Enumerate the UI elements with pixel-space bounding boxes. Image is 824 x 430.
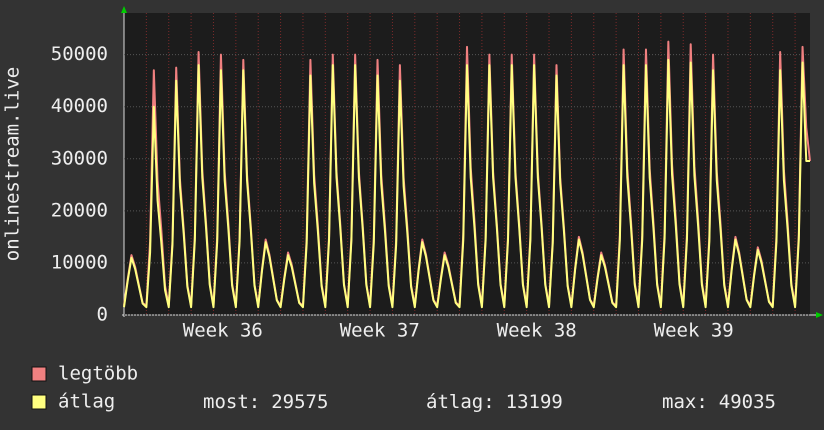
x-tick-label: Week 38 (497, 320, 577, 342)
stat-label: most: (203, 391, 260, 413)
stat: átlag: 13199 (426, 391, 563, 413)
y-tick-label: 50000 (51, 43, 108, 65)
stat-value: 13199 (506, 391, 563, 413)
stat-value: 49035 (719, 391, 776, 413)
stat-label: max: (662, 391, 708, 413)
stat-value: 29575 (271, 391, 328, 413)
y-tick-label: 30000 (51, 147, 108, 169)
legend-swatch (31, 394, 47, 410)
x-tick-label: Week 39 (654, 320, 734, 342)
legend-label: legtöbb (58, 363, 138, 385)
x-tick-label: Week 37 (340, 320, 420, 342)
series-line (123, 58, 810, 309)
y-axis-label: onlinestream.live (2, 67, 24, 261)
legend-label: átlag (58, 391, 115, 413)
stat-label: átlag: (426, 391, 495, 413)
y-tick-label: 0 (97, 304, 108, 326)
x-tick-label: Week 36 (183, 320, 263, 342)
stat: max: 49035 (662, 391, 776, 413)
legend-swatch (31, 366, 47, 382)
y-tick-label: 40000 (51, 95, 108, 117)
y-tick-label: 10000 (51, 251, 108, 273)
stat: most: 29575 (203, 391, 328, 413)
y-tick-label: 20000 (51, 199, 108, 221)
